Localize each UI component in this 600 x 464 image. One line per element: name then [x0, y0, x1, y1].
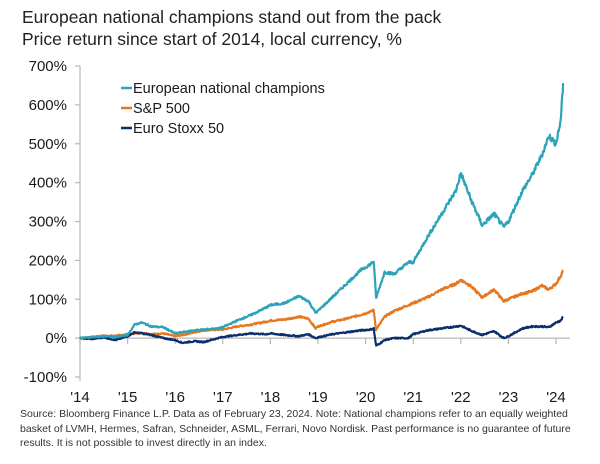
series-line-european-national-champions: [79, 83, 565, 340]
legend: European national champions S&P 500 Euro S…: [121, 81, 325, 137]
series-lines: [79, 83, 565, 347]
y-tick-label: 0%: [45, 330, 67, 347]
y-tick-label: 700%: [29, 58, 67, 75]
y-tick-label: 500%: [29, 136, 67, 153]
x-tick-label: '20: [356, 389, 376, 406]
y-tick-label: 400%: [29, 175, 67, 192]
legend-label: European national champions: [133, 81, 325, 97]
chart-subtitle: Price return since start of 2014, local …: [22, 29, 402, 49]
series-line-euro-stoxx-50: [79, 315, 564, 347]
x-tick-label: '22: [451, 389, 471, 406]
y-tick-label: 200%: [29, 252, 67, 269]
axes: -100% 0% 100% 200% 300% 400% 500% 600% 700% '14 '1…: [24, 58, 570, 406]
source-note: Source: Bloomberg Finance L.P. Data as o…: [20, 408, 571, 449]
x-tick-label: '19: [308, 389, 328, 406]
legend-label: Euro Stoxx 50: [133, 121, 224, 137]
x-tick-label: '23: [499, 389, 519, 406]
y-tick-label: 300%: [29, 214, 67, 231]
x-tick-label: '18: [261, 389, 281, 406]
x-tick-label: '14: [70, 389, 90, 406]
chart-title: European national champions stand out fr…: [22, 7, 442, 27]
y-tick-label: -100%: [24, 369, 67, 386]
y-tick-label: 100%: [29, 291, 67, 308]
x-tick-label: '17: [213, 389, 233, 406]
x-tick-label: '16: [165, 389, 185, 406]
x-tick-label: '21: [403, 389, 423, 406]
x-tick-label: '15: [118, 389, 138, 406]
x-tick-label: '24: [546, 389, 566, 406]
series-line-s-p-500: [79, 269, 564, 340]
line-chart: -100% 0% 100% 200% 300% 400% 500% 600% 700% '14 '1…: [24, 58, 570, 406]
y-tick-label: 600%: [29, 97, 67, 114]
legend-label: S&P 500: [133, 101, 190, 117]
